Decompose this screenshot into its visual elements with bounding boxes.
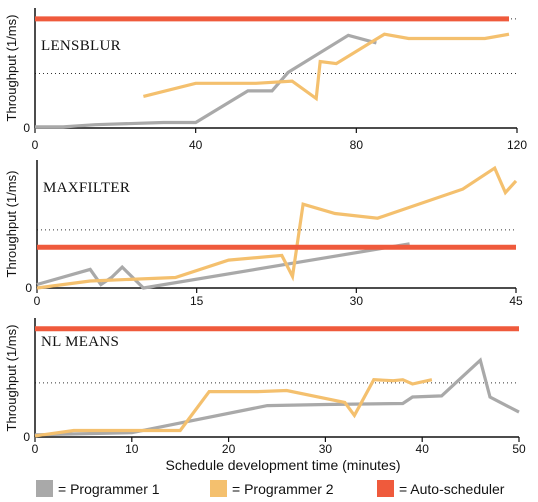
- x-tick-label: 45: [509, 294, 523, 308]
- series-line-programmer-1: [35, 33, 377, 129]
- panel-title: LENSBLUR: [41, 38, 121, 54]
- legend-swatch-programmer-2: [210, 480, 227, 497]
- x-tick-label: 15: [190, 294, 204, 308]
- series-line-programmer-1: [36, 242, 410, 290]
- x-tick-label: 0: [34, 294, 41, 308]
- x-axis-label: Schedule development time (minutes): [165, 457, 400, 473]
- y-tick-label: 0: [25, 281, 32, 295]
- legend: = Programmer 1 = Programmer 2 = Auto-sch…: [36, 480, 505, 497]
- y-axis-label: Throughput (1/ms): [4, 15, 19, 122]
- x-tick-label: 0: [32, 442, 39, 456]
- legend-label-auto-scheduler: = Auto-scheduler: [399, 481, 505, 497]
- legend-swatch-programmer-1: [36, 480, 53, 497]
- panel-title: MAXFILTER: [43, 180, 130, 196]
- legend-label-programmer-2: = Programmer 2: [232, 481, 334, 497]
- series-line-programmer-1: [34, 357, 520, 437]
- panel-title: NL MEANS: [41, 334, 119, 350]
- x-tick-label: 20: [222, 442, 236, 456]
- panel-lensblur: 0 40 80 120 0 Throughput (1/ms) LENSBLUR: [4, 8, 527, 152]
- y-tick-label: 0: [23, 430, 30, 444]
- series-line-programmer-2: [34, 378, 433, 438]
- x-tick-label: 10: [125, 442, 139, 456]
- x-tick-label: 40: [189, 138, 203, 152]
- x-tick-label: 30: [350, 294, 364, 308]
- x-tick-label: 40: [416, 442, 430, 456]
- x-tick-label: 0: [32, 138, 39, 152]
- x-tick-label: 30: [319, 442, 333, 456]
- panel-maxfilter: 0 15 30 45 0 Throughput (1/ms) MAXFILTER: [4, 160, 523, 308]
- legend-swatch-auto-scheduler: [377, 480, 394, 497]
- x-tick-label: 80: [350, 138, 364, 152]
- x-tick-label: 120: [507, 138, 527, 152]
- x-tick-label: 50: [512, 442, 526, 456]
- series-line-programmer-2: [143, 32, 510, 102]
- y-axis-label: Throughput (1/ms): [4, 325, 19, 432]
- series-line-programmer-2: [36, 165, 518, 290]
- y-axis-label: Throughput (1/ms): [4, 171, 19, 278]
- y-tick-label: 0: [23, 121, 30, 135]
- panel-nl-means: 0 10 20 30 40 50 0 Throughput (1/ms) NL MEANS: [4, 318, 526, 456]
- legend-label-programmer-1: = Programmer 1: [58, 481, 160, 497]
